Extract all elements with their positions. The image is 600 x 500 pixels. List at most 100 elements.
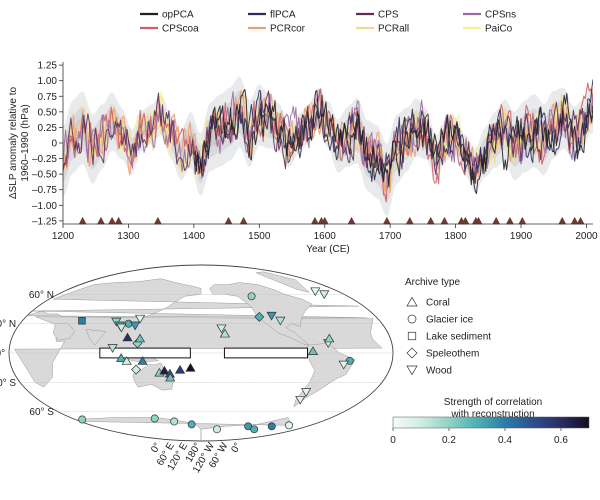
archive-legend-label: Coral <box>426 298 450 309</box>
x-tick-label: 1800 <box>444 231 467 242</box>
proxy-site-triangle-down <box>107 344 118 353</box>
event-marker <box>405 216 414 225</box>
event-marker <box>382 216 391 225</box>
legend-item-paico: PaiCo <box>463 24 513 35</box>
proxy-site-triangle-down <box>319 290 330 300</box>
event-marker <box>153 216 162 225</box>
uncertainty-band <box>63 76 593 217</box>
event-marker <box>239 216 248 225</box>
proxy-site-circle <box>213 425 221 434</box>
proxy-site-circle <box>267 422 276 431</box>
proxy-site-circle <box>150 414 159 423</box>
proxy-site-triangle-up <box>324 333 335 343</box>
x-tick-label: 1600 <box>314 231 337 242</box>
proxy-site-triangle-up <box>174 364 186 374</box>
lat-label: 30° S <box>0 378 16 389</box>
x-tick-label: 1200 <box>52 231 75 242</box>
legend-item-cpscoa: CPScoa <box>140 24 199 35</box>
colorbar-tick-label: 0 <box>390 435 396 446</box>
x-tick-label: 1400 <box>183 231 206 242</box>
event-marker <box>576 216 585 225</box>
archive-legend-label: Wood <box>426 366 452 377</box>
y-tick-label: 0 <box>51 139 57 150</box>
west-pacific-box <box>99 347 191 359</box>
legend-item-pcrall: PCRall <box>356 24 409 35</box>
colorbar-tick-label: 0.4 <box>498 435 512 446</box>
series-lines-layer <box>63 79 593 203</box>
event-marker <box>224 216 233 225</box>
y-tick-label: –0.75 <box>32 185 57 196</box>
series-line-oppca <box>193 89 593 195</box>
correlation-colorbar: Strength of correlation with reconstructi… <box>390 397 590 446</box>
proxy-site-triangle-up <box>116 353 127 362</box>
time-series-chart: opPCA flPCA CPS CPSns CPScoa PCRcor PCRall PaiC… <box>8 10 598 256</box>
proxy-site-triangle-up <box>165 372 176 382</box>
archive-legend-symbol <box>407 331 417 341</box>
india-land <box>85 329 107 346</box>
x-tick-label: 1700 <box>379 231 402 242</box>
proxy-site-circle <box>170 417 179 426</box>
y-tick-label: –1.25 <box>32 216 57 227</box>
event-marker <box>474 216 483 225</box>
legend-label: CPS <box>378 10 399 21</box>
archive-legend-symbol <box>406 347 418 359</box>
proxy-site-triangle-up <box>134 333 146 343</box>
proxy-site-triangle-up <box>121 356 132 365</box>
archive-legend-symbol <box>406 365 418 376</box>
y-axis-label: ΔSLP anomaly relative to1960–1990 (hPa) <box>8 87 31 200</box>
legend-item-oppca: opPCA <box>140 10 194 21</box>
event-markers-layer <box>78 216 585 225</box>
east-pacific-box <box>223 347 309 359</box>
legend-label: CPScoa <box>162 24 199 35</box>
proxy-site-triangle-down <box>310 287 321 297</box>
legend-item-cpsns: CPSns <box>463 10 516 21</box>
legend-item-flpca: flPCA <box>248 10 296 21</box>
proxy-site-triangle-up <box>137 356 148 365</box>
legend-label: CPSns <box>485 10 516 21</box>
colorbar-title-line: Strength of correlation <box>444 397 542 408</box>
study-region-boxes <box>99 347 309 359</box>
y-tick-label: 0.50 <box>38 107 58 118</box>
proxy-site-circle <box>247 292 256 301</box>
y-tick-label: –0.50 <box>32 170 57 181</box>
event-marker <box>440 216 449 225</box>
proxy-site-triangle-up <box>159 365 170 375</box>
legend-item-cps: CPS <box>356 10 399 21</box>
lat-label: 60° N <box>29 290 54 301</box>
y-tick-label: 0.25 <box>38 123 58 134</box>
archive-legend-label: Glacier ice <box>426 315 474 326</box>
event-marker <box>78 216 87 225</box>
event-marker <box>492 216 501 225</box>
archive-legend-item-triangle-up: Coral <box>406 296 450 309</box>
proxy-site-diamond <box>131 364 142 375</box>
proxy-site-square <box>78 317 86 325</box>
archive-legend-symbol <box>407 314 417 324</box>
event-marker <box>426 216 435 225</box>
proxy-site-triangle-down <box>116 323 127 333</box>
proxy-site-triangle-down <box>300 388 312 397</box>
archive-legend-item-triangle-down: Wood <box>406 365 452 377</box>
proxy-site-triangle-down <box>338 360 349 370</box>
x-tick-label: 1900 <box>510 231 533 242</box>
y-axis-label-line: ΔSLP anomaly relative to <box>8 87 19 200</box>
x-tick-label: 2000 <box>575 231 598 242</box>
lat-labels: 60° N 30° N 0° 30° S 60° S <box>0 290 54 418</box>
event-marker <box>505 216 514 225</box>
proxy-site-circle <box>78 415 87 424</box>
proxy-sites-layer <box>78 287 354 434</box>
proxy-site-triangle-up <box>219 328 231 338</box>
y-tick-label: –0.25 <box>32 154 57 165</box>
proxy-site-triangle-up <box>122 332 133 342</box>
x-axis-label: Year (CE) <box>306 244 350 255</box>
colorbar-title-line: with reconstruction <box>450 409 534 420</box>
y-ticks: –1.25 –1.00 –0.75 –0.50 –0.25 0 0.25 0.50 0.75 1.… <box>32 61 63 227</box>
archive-legend-title: Archive type <box>405 277 460 288</box>
proxy-site-triangle-down <box>216 324 227 334</box>
event-marker <box>320 216 329 225</box>
x-tick-label: 1300 <box>117 231 140 242</box>
event-marker <box>108 216 117 225</box>
proxy-site-triangle-down <box>266 311 277 321</box>
legend-label: PCRall <box>378 24 409 35</box>
legend-label: flPCA <box>270 10 296 21</box>
